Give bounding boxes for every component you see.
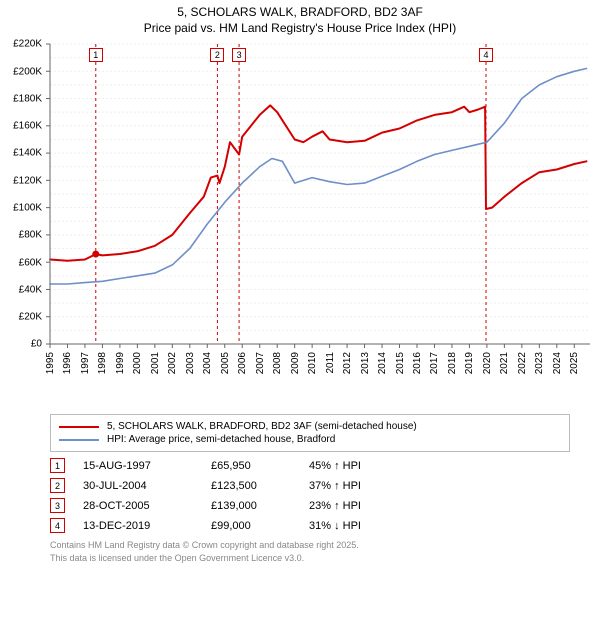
event-date: 15-AUG-1997 <box>83 460 193 472</box>
legend-label: HPI: Average price, semi-detached house,… <box>107 434 335 445</box>
x-tick-label: 2009 <box>290 352 301 374</box>
event-marker-badge: 3 <box>232 48 246 62</box>
chart-svg <box>0 36 600 406</box>
x-tick-label: 1997 <box>80 352 91 374</box>
event-badge: 4 <box>50 518 65 533</box>
x-tick-label: 2000 <box>132 352 143 374</box>
y-tick-label: £160K <box>2 121 42 132</box>
y-tick-label: £60K <box>2 257 42 268</box>
title-line-1: 5, SCHOLARS WALK, BRADFORD, BD2 3AF <box>0 4 600 20</box>
x-tick-label: 2024 <box>552 352 563 374</box>
x-tick-label: 2013 <box>360 352 371 374</box>
x-tick-label: 2015 <box>395 352 406 374</box>
y-tick-label: £20K <box>2 312 42 323</box>
x-tick-label: 2019 <box>464 352 475 374</box>
event-date: 30-JUL-2004 <box>83 480 193 492</box>
x-tick-label: 2003 <box>185 352 196 374</box>
event-delta: 23% ↑ HPI <box>309 500 361 512</box>
x-tick-label: 2021 <box>499 352 510 374</box>
attribution: Contains HM Land Registry data © Crown c… <box>50 539 570 563</box>
event-marker-badge: 2 <box>210 48 224 62</box>
x-tick-label: 2002 <box>167 352 178 374</box>
event-row: 2 30-JUL-2004 £123,500 37% ↑ HPI <box>50 478 570 493</box>
event-price: £123,500 <box>211 480 291 492</box>
event-date: 28-OCT-2005 <box>83 500 193 512</box>
event-delta: 37% ↑ HPI <box>309 480 361 492</box>
legend-swatch <box>59 439 99 441</box>
event-price: £99,000 <box>211 520 291 532</box>
y-tick-label: £220K <box>2 39 42 50</box>
x-tick-label: 2004 <box>202 352 213 374</box>
y-tick-label: £120K <box>2 175 42 186</box>
legend-swatch <box>59 426 99 428</box>
x-tick-label: 2008 <box>272 352 283 374</box>
x-tick-label: 2022 <box>517 352 528 374</box>
x-tick-label: 1995 <box>45 352 56 374</box>
chart-titles: 5, SCHOLARS WALK, BRADFORD, BD2 3AF Pric… <box>0 0 600 36</box>
x-tick-label: 2011 <box>325 352 336 374</box>
event-delta: 45% ↑ HPI <box>309 460 361 472</box>
x-tick-label: 2007 <box>255 352 266 374</box>
x-tick-label: 2014 <box>377 352 388 374</box>
x-tick-label: 2001 <box>150 352 161 374</box>
y-tick-label: £180K <box>2 93 42 104</box>
y-tick-label: £80K <box>2 230 42 241</box>
event-price: £139,000 <box>211 500 291 512</box>
attribution-line-2: This data is licensed under the Open Gov… <box>50 552 570 564</box>
y-tick-label: £200K <box>2 66 42 77</box>
event-row: 1 15-AUG-1997 £65,950 45% ↑ HPI <box>50 458 570 473</box>
y-tick-label: £0 <box>2 339 42 350</box>
event-row: 4 13-DEC-2019 £99,000 31% ↓ HPI <box>50 518 570 533</box>
x-tick-label: 1998 <box>97 352 108 374</box>
legend-row: 5, SCHOLARS WALK, BRADFORD, BD2 3AF (sem… <box>59 421 561 432</box>
legend-row: HPI: Average price, semi-detached house,… <box>59 434 561 445</box>
legend: 5, SCHOLARS WALK, BRADFORD, BD2 3AF (sem… <box>50 414 570 452</box>
event-marker-badge: 1 <box>89 48 103 62</box>
attribution-line-1: Contains HM Land Registry data © Crown c… <box>50 539 570 551</box>
x-tick-label: 1999 <box>115 352 126 374</box>
x-tick-label: 1996 <box>62 352 73 374</box>
event-marker-badge: 4 <box>479 48 493 62</box>
x-tick-label: 2010 <box>307 352 318 374</box>
title-line-2: Price paid vs. HM Land Registry's House … <box>0 20 600 36</box>
event-badge: 2 <box>50 478 65 493</box>
legend-label: 5, SCHOLARS WALK, BRADFORD, BD2 3AF (sem… <box>107 421 417 432</box>
y-tick-label: £140K <box>2 148 42 159</box>
event-date: 13-DEC-2019 <box>83 520 193 532</box>
event-row: 3 28-OCT-2005 £139,000 23% ↑ HPI <box>50 498 570 513</box>
x-tick-label: 2025 <box>569 352 580 374</box>
x-tick-label: 2016 <box>412 352 423 374</box>
event-badge: 1 <box>50 458 65 473</box>
y-tick-label: £40K <box>2 284 42 295</box>
chart-area: 1 23 4 £0 £20K £40K £60K £80K £100K £120K £140K £16… <box>0 36 600 406</box>
x-tick-label: 2006 <box>237 352 248 374</box>
x-tick-label: 2020 <box>482 352 493 374</box>
x-tick-label: 2017 <box>429 352 440 374</box>
x-tick-label: 2018 <box>447 352 458 374</box>
y-tick-label: £100K <box>2 203 42 214</box>
event-delta: 31% ↓ HPI <box>309 520 361 532</box>
x-tick-label: 2012 <box>342 352 353 374</box>
x-tick-label: 2005 <box>220 352 231 374</box>
event-badge: 3 <box>50 498 65 513</box>
event-price: £65,950 <box>211 460 291 472</box>
events-table: 1 15-AUG-1997 £65,950 45% ↑ HPI 2 30-JUL-2004… <box>50 458 570 533</box>
x-tick-label: 2023 <box>534 352 545 374</box>
